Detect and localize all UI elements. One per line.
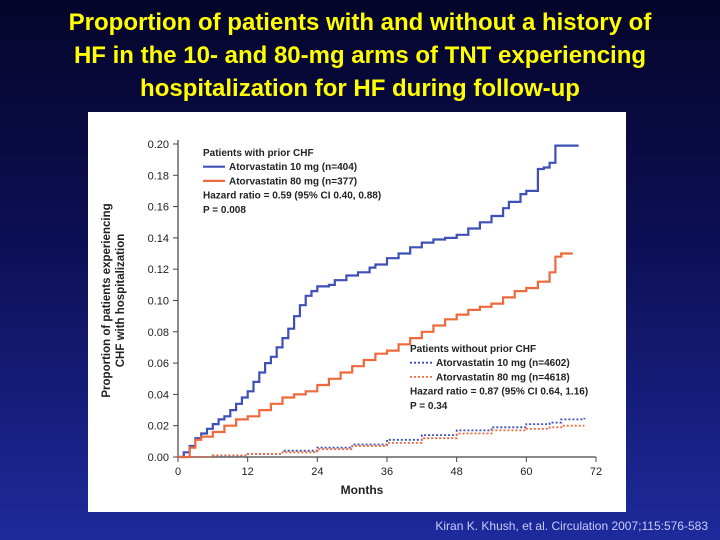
legend-note: P = 0.34 [410,401,448,412]
x-tick-label: 48 [451,466,463,478]
citation: Kiran K. Khush, et al. Circulation 2007;… [435,519,708,533]
y-tick-label: 0.18 [148,170,169,182]
series-line-3 [178,417,586,458]
y-tick-label: 0.20 [148,139,169,151]
kaplan-meier-chart: 0.00 0.02 0.04 0.06 0.08 0.10 0.12 0.14 0.16 0.18… [101,139,602,497]
y-tick-label: 0.00 [148,452,169,464]
y-tick-label: 0.04 [148,389,169,401]
x-axis-label: Months [341,483,384,497]
x-tick-label: 60 [520,466,532,478]
legend-note: Hazard ratio = 0.87 (95% CI 0.64, 1.16) [410,387,588,398]
legend-heading: Patients without prior CHF [410,344,536,355]
y-tick-label: 0.06 [148,358,169,370]
y-tick-label: 0.16 [148,202,169,214]
series-line-2 [178,252,573,459]
title-line-3: hospitalization for HF during follow-up [140,75,580,102]
slide-title: Proportion of patients with and without … [0,6,720,105]
legend-entry: Atorvastatin 10 mg (n=4602) [436,358,570,369]
x-tick-label: 24 [311,466,323,478]
y-axis-label-line: Proportion of patients experiencing [101,203,113,397]
y-tick-label: 0.08 [148,327,169,339]
legend-entry: Atorvastatin 80 mg (n=4618) [436,372,570,383]
legend-note: Hazard ratio = 0.59 (95% CI 0.40, 0.88) [203,191,381,202]
x-tick-label: 12 [242,466,254,478]
y-tick-label: 0.10 [148,296,169,308]
y-tick-label: 0.12 [148,264,169,276]
y-axis-label-line: CHF with hospitalization [115,234,127,368]
x-tick-label: 36 [381,466,393,478]
y-tick-label: 0.02 [148,421,169,433]
x-tick-label: 72 [590,466,602,478]
series-line-4 [178,424,585,458]
legend-note: P = 0.008 [203,205,246,216]
x-tick-label: 0 [175,466,181,478]
title-line-1: Proportion of patients with and without … [68,9,652,36]
title-line-2: HF in the 10- and 80-mg arms of TNT expe… [73,42,647,69]
legend-entry: Atorvastatin 80 mg (n=377) [229,176,357,187]
legend-heading: Patients with prior CHF [203,148,314,159]
legend-entry: Atorvastatin 10 mg (n=404) [229,162,357,173]
series-line-1 [178,144,579,459]
y-tick-label: 0.14 [148,233,169,245]
chart-panel: 0.00 0.02 0.04 0.06 0.08 0.10 0.12 0.14 0.16 0.18… [88,112,626,512]
